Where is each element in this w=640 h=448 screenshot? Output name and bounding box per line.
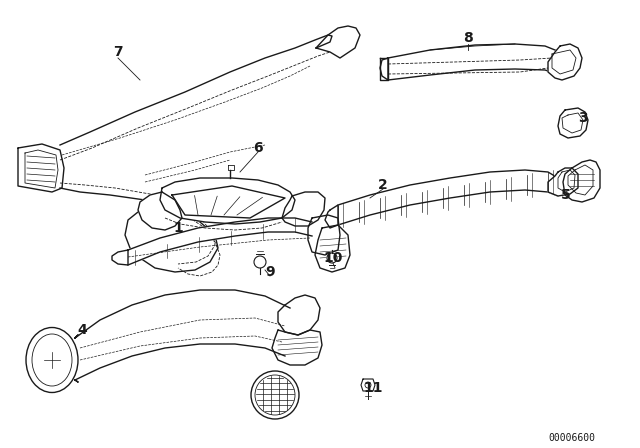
Text: 7: 7: [113, 45, 123, 59]
Polygon shape: [138, 192, 182, 230]
Polygon shape: [563, 160, 600, 202]
Polygon shape: [548, 44, 582, 80]
Polygon shape: [18, 144, 64, 192]
Text: 5: 5: [561, 188, 571, 202]
Polygon shape: [112, 250, 128, 265]
Ellipse shape: [26, 327, 78, 392]
Polygon shape: [315, 225, 350, 272]
Polygon shape: [160, 178, 295, 224]
Polygon shape: [361, 379, 375, 391]
Text: 9: 9: [265, 265, 275, 279]
Polygon shape: [128, 218, 312, 265]
Polygon shape: [548, 168, 578, 196]
Polygon shape: [558, 108, 588, 138]
Circle shape: [254, 256, 266, 268]
Text: 3: 3: [578, 111, 588, 125]
Circle shape: [251, 371, 299, 419]
Text: 6: 6: [253, 141, 263, 155]
Text: 11: 11: [364, 381, 383, 395]
Polygon shape: [388, 44, 562, 80]
Polygon shape: [380, 58, 388, 80]
Polygon shape: [325, 205, 338, 228]
Text: 8: 8: [463, 31, 473, 45]
Polygon shape: [278, 295, 320, 335]
Text: 2: 2: [378, 178, 388, 192]
Text: 4: 4: [77, 323, 87, 337]
Polygon shape: [272, 330, 322, 365]
Text: 00006600: 00006600: [548, 433, 595, 443]
Text: 10: 10: [323, 251, 342, 265]
Polygon shape: [282, 192, 325, 226]
Polygon shape: [75, 290, 290, 380]
Text: 1: 1: [173, 221, 183, 235]
Circle shape: [327, 253, 337, 263]
Polygon shape: [308, 215, 340, 255]
Polygon shape: [338, 170, 558, 225]
Polygon shape: [316, 26, 360, 58]
